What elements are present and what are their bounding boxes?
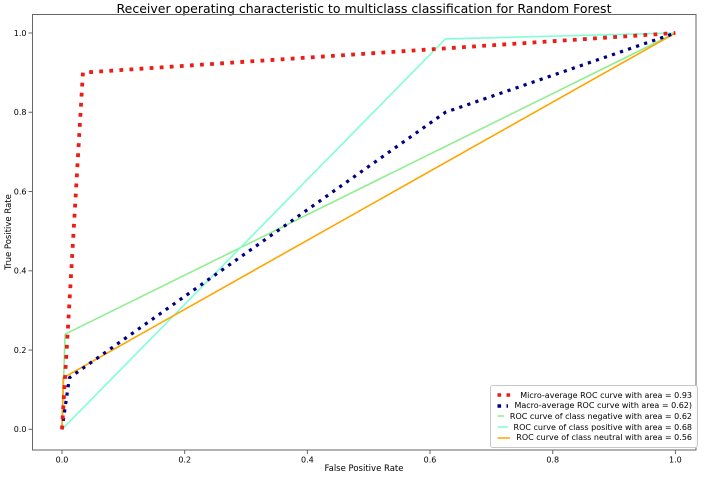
y-tick-label: 0.2 xyxy=(14,346,27,355)
curve-class-positive xyxy=(61,32,676,430)
legend-marker-macro-average xyxy=(497,404,509,408)
roc-curves xyxy=(60,31,676,430)
legend: Micro-average ROC curve with area = 0.93… xyxy=(490,385,698,448)
curve-macro-average xyxy=(60,31,676,430)
legend-item-micro-average: Micro-average ROC curve with area = 0.93 xyxy=(497,391,692,400)
x-tick-label: 0.4 xyxy=(301,456,314,465)
chart-title: Receiver operating characteristic to mul… xyxy=(116,1,612,16)
legend-marker-class-negative xyxy=(497,415,504,418)
y-tick-label: 0.6 xyxy=(14,187,27,196)
x-tick-label: 0.0 xyxy=(56,456,69,465)
legend-item-class-negative: ROC curve of class negative with area = … xyxy=(497,412,692,421)
y-tick-label: 1.0 xyxy=(14,29,27,38)
legend-label: Micro-average ROC curve with area = 0.93 xyxy=(520,390,692,400)
curve-micro-average xyxy=(60,31,676,430)
y-axis-label: True Positive Rate xyxy=(4,194,14,270)
x-tick-label: 0.2 xyxy=(178,456,191,465)
curve-class-neutral xyxy=(61,32,676,430)
legend-label: ROC curve of class neutral with area = 0… xyxy=(516,433,692,443)
axis-ticks: 0.0 0.2 0.4 0.6 0.8 1.0 0.0 0.2 0.4 0.6 0.8 1.0 xyxy=(14,29,682,465)
legend-item-class-positive: ROC curve of class positive with area = … xyxy=(497,423,692,432)
y-tick-label: 0.4 xyxy=(14,267,27,276)
legend-label: ROC curve of class positive with area = … xyxy=(513,422,692,432)
legend-item-class-neutral: ROC curve of class neutral with area = 0… xyxy=(497,433,692,442)
legend-marker-class-neutral xyxy=(497,436,511,439)
legend-item-macro-average: Macro-average ROC curve with area = 0.62… xyxy=(497,401,692,410)
x-axis-label: False Positive Rate xyxy=(324,464,404,474)
legend-label: Macro-average ROC curve with area = 0.62… xyxy=(514,401,692,411)
legend-marker-class-positive xyxy=(497,426,508,428)
x-tick-label: 0.8 xyxy=(546,456,559,465)
y-tick-label: 0.0 xyxy=(14,425,27,434)
y-tick-label: 0.8 xyxy=(14,108,27,117)
legend-marker-micro-average xyxy=(497,393,515,397)
legend-label: ROC curve of class negative with area = … xyxy=(509,411,692,421)
x-tick-label: 0.6 xyxy=(424,456,437,465)
plot-frame xyxy=(32,14,697,451)
x-tick-label: 1.0 xyxy=(669,456,682,465)
curve-class-negative xyxy=(61,32,676,430)
